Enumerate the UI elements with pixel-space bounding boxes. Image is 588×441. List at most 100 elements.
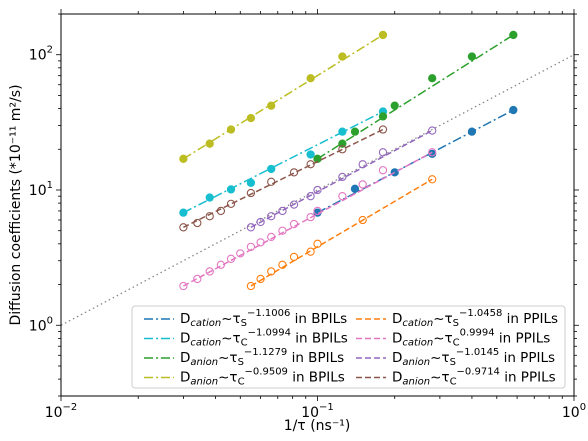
data-point — [338, 192, 347, 201]
data-point — [226, 254, 236, 263]
data-point — [358, 215, 367, 225]
data-point — [267, 267, 276, 276]
data-point — [306, 247, 315, 256]
data-point — [289, 168, 299, 177]
data-point — [428, 126, 437, 135]
data-point — [246, 188, 256, 198]
data-point — [350, 184, 360, 193]
y-tick-label: 100 — [29, 315, 53, 334]
data-point — [350, 127, 360, 136]
fit-line-7 — [183, 128, 384, 228]
legend-label: Danion~τS−1.0145 in PPILs — [392, 347, 555, 368]
data-point — [509, 30, 518, 40]
data-point — [313, 154, 322, 163]
data-point — [313, 185, 322, 195]
data-point — [278, 226, 287, 235]
data-point — [205, 193, 214, 202]
data-point — [390, 101, 399, 110]
series-5 — [179, 148, 437, 291]
data-point — [289, 219, 299, 229]
data-point — [278, 206, 287, 216]
x-tick-label: 10−1 — [301, 402, 334, 421]
data-point — [467, 127, 477, 136]
data-point — [509, 105, 518, 115]
x-axis-label: 1/τ (ns⁻¹) — [284, 418, 351, 434]
data-point — [378, 125, 388, 134]
data-point — [179, 223, 188, 232]
data-point — [205, 212, 214, 221]
data-point — [267, 212, 276, 221]
data-point — [306, 212, 315, 222]
data-point — [467, 52, 477, 61]
data-point — [289, 200, 299, 209]
data-point — [226, 125, 236, 134]
x-tick-label: 100 — [562, 402, 586, 421]
legend-label: Dcation~τC0.9994 in PPILs — [392, 328, 550, 349]
data-point — [205, 267, 214, 276]
data-point — [313, 206, 322, 216]
y-tick-label: 102 — [29, 45, 53, 64]
data-point — [216, 206, 226, 216]
series-7 — [179, 125, 388, 232]
data-point — [256, 238, 265, 247]
data-point — [306, 192, 315, 201]
y-axis-label: Diffusion coefficients (*10⁻¹¹ m²/s) — [8, 84, 24, 325]
series-3 — [179, 30, 388, 163]
legend-label: Dcation~τS−1.1006 in BPILs — [180, 308, 347, 329]
fit-line-6 — [250, 129, 433, 228]
fit-line-2 — [317, 34, 514, 160]
data-point — [267, 232, 276, 242]
data-point — [338, 145, 347, 154]
data-point — [226, 185, 236, 194]
legend-label: Dcation~τC−1.0994 in BPILs — [180, 328, 348, 349]
data-point — [179, 281, 188, 291]
data-point — [428, 148, 437, 157]
data-point — [246, 281, 256, 291]
reference-line — [61, 54, 574, 326]
data-point — [278, 260, 287, 269]
legend: Dcation~τS−1.1006 in BPILsDcation~τC−1.0… — [131, 305, 566, 389]
data-point — [226, 199, 236, 208]
data-point — [246, 113, 256, 123]
data-point — [378, 30, 388, 40]
series-6 — [246, 126, 437, 232]
data-point — [267, 177, 276, 186]
data-point — [338, 127, 347, 136]
data-point — [246, 178, 256, 187]
fit-line-1 — [183, 110, 384, 214]
data-point — [179, 154, 188, 163]
series-2 — [313, 30, 518, 163]
y-tick-label: 101 — [29, 180, 53, 199]
fit-line-3 — [182, 34, 384, 160]
data-point — [179, 208, 188, 217]
data-point — [306, 74, 315, 83]
data-point — [428, 74, 437, 83]
legend-label: Danion~τC−0.9509 in BPILs — [180, 367, 345, 388]
data-point — [378, 148, 388, 157]
data-point — [267, 101, 276, 110]
data-point — [246, 242, 256, 251]
data-point — [205, 139, 214, 148]
data-point — [193, 218, 202, 228]
data-point — [289, 252, 299, 262]
fit-line-4 — [250, 178, 433, 287]
axis-ticks: 10−2 10−1 100 100 101 102 — [29, 9, 586, 421]
data-point — [216, 260, 226, 269]
data-point — [338, 52, 347, 61]
data-point — [267, 164, 276, 174]
series-4 — [246, 175, 437, 291]
data-point — [256, 274, 265, 284]
data-point — [193, 274, 202, 284]
data-point — [338, 139, 347, 148]
data-point — [378, 112, 388, 121]
x-tick-label: 10−2 — [45, 402, 78, 421]
legend-box — [131, 305, 566, 389]
data-point — [256, 217, 265, 227]
data-point — [236, 249, 245, 258]
data-point — [313, 239, 322, 248]
legend-label: Danion~τS−1.1279 in BPILs — [180, 347, 344, 368]
data-point — [358, 180, 367, 189]
data-point — [306, 150, 315, 159]
data-point — [338, 172, 347, 182]
data-point — [246, 223, 256, 232]
